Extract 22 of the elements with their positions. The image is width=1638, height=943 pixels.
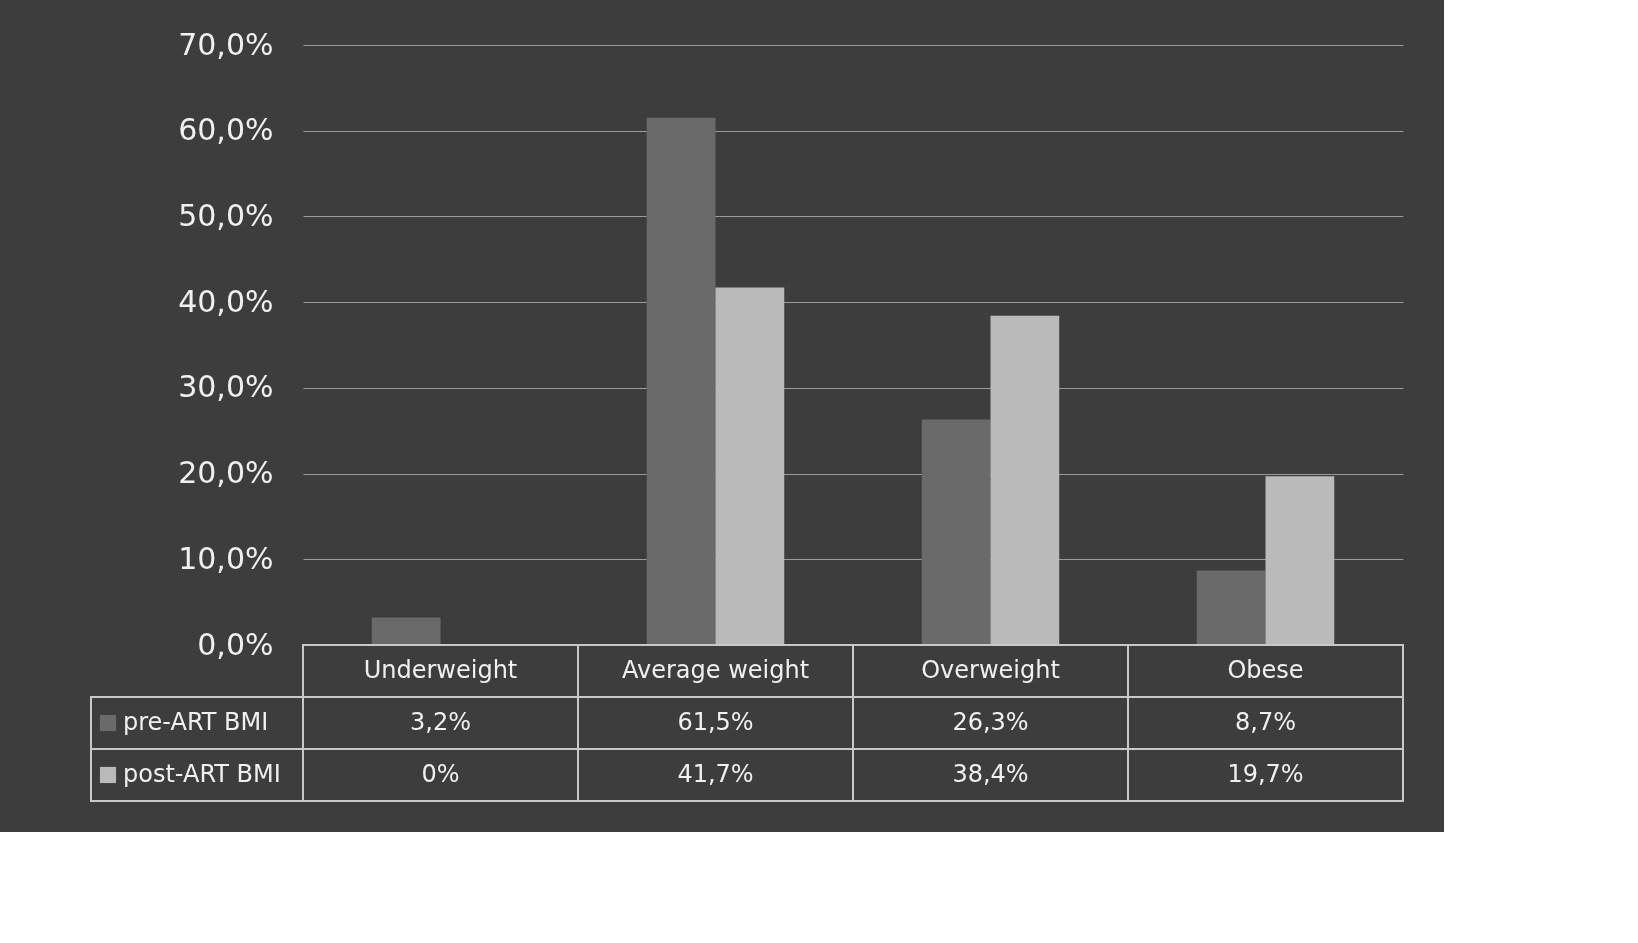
legend-label: pre-ART BMI [123,708,269,736]
data-label: 38,4% [952,760,1029,788]
y-tick-label: 60,0% [178,112,274,148]
x-tick-label: Average weight [621,656,810,684]
data-label: 26,3% [952,708,1029,736]
x-tick-label: Overweight [921,656,1060,684]
legend-label: post-ART BMI [123,760,281,788]
y-tick-label: 0,0% [197,626,274,662]
x-tick-label: Underweight [363,656,518,684]
data-label: 41,7% [677,760,754,788]
data-label: 0% [421,760,460,788]
data-label: 3,2% [410,708,471,736]
data-label: 61,5% [677,708,754,736]
y-tick-label: 50,0% [178,197,274,233]
data-label: 8,7% [1235,708,1296,736]
y-tick-label: 70,0% [178,26,274,62]
data-label: 19,7% [1227,760,1304,788]
y-tick-label: 10,0% [178,540,274,576]
y-tick-label: 20,0% [178,455,274,491]
y-tick-label: 40,0% [178,283,274,319]
y-tick-label: 30,0% [178,369,274,405]
x-tick-label: Obese [1227,656,1304,684]
